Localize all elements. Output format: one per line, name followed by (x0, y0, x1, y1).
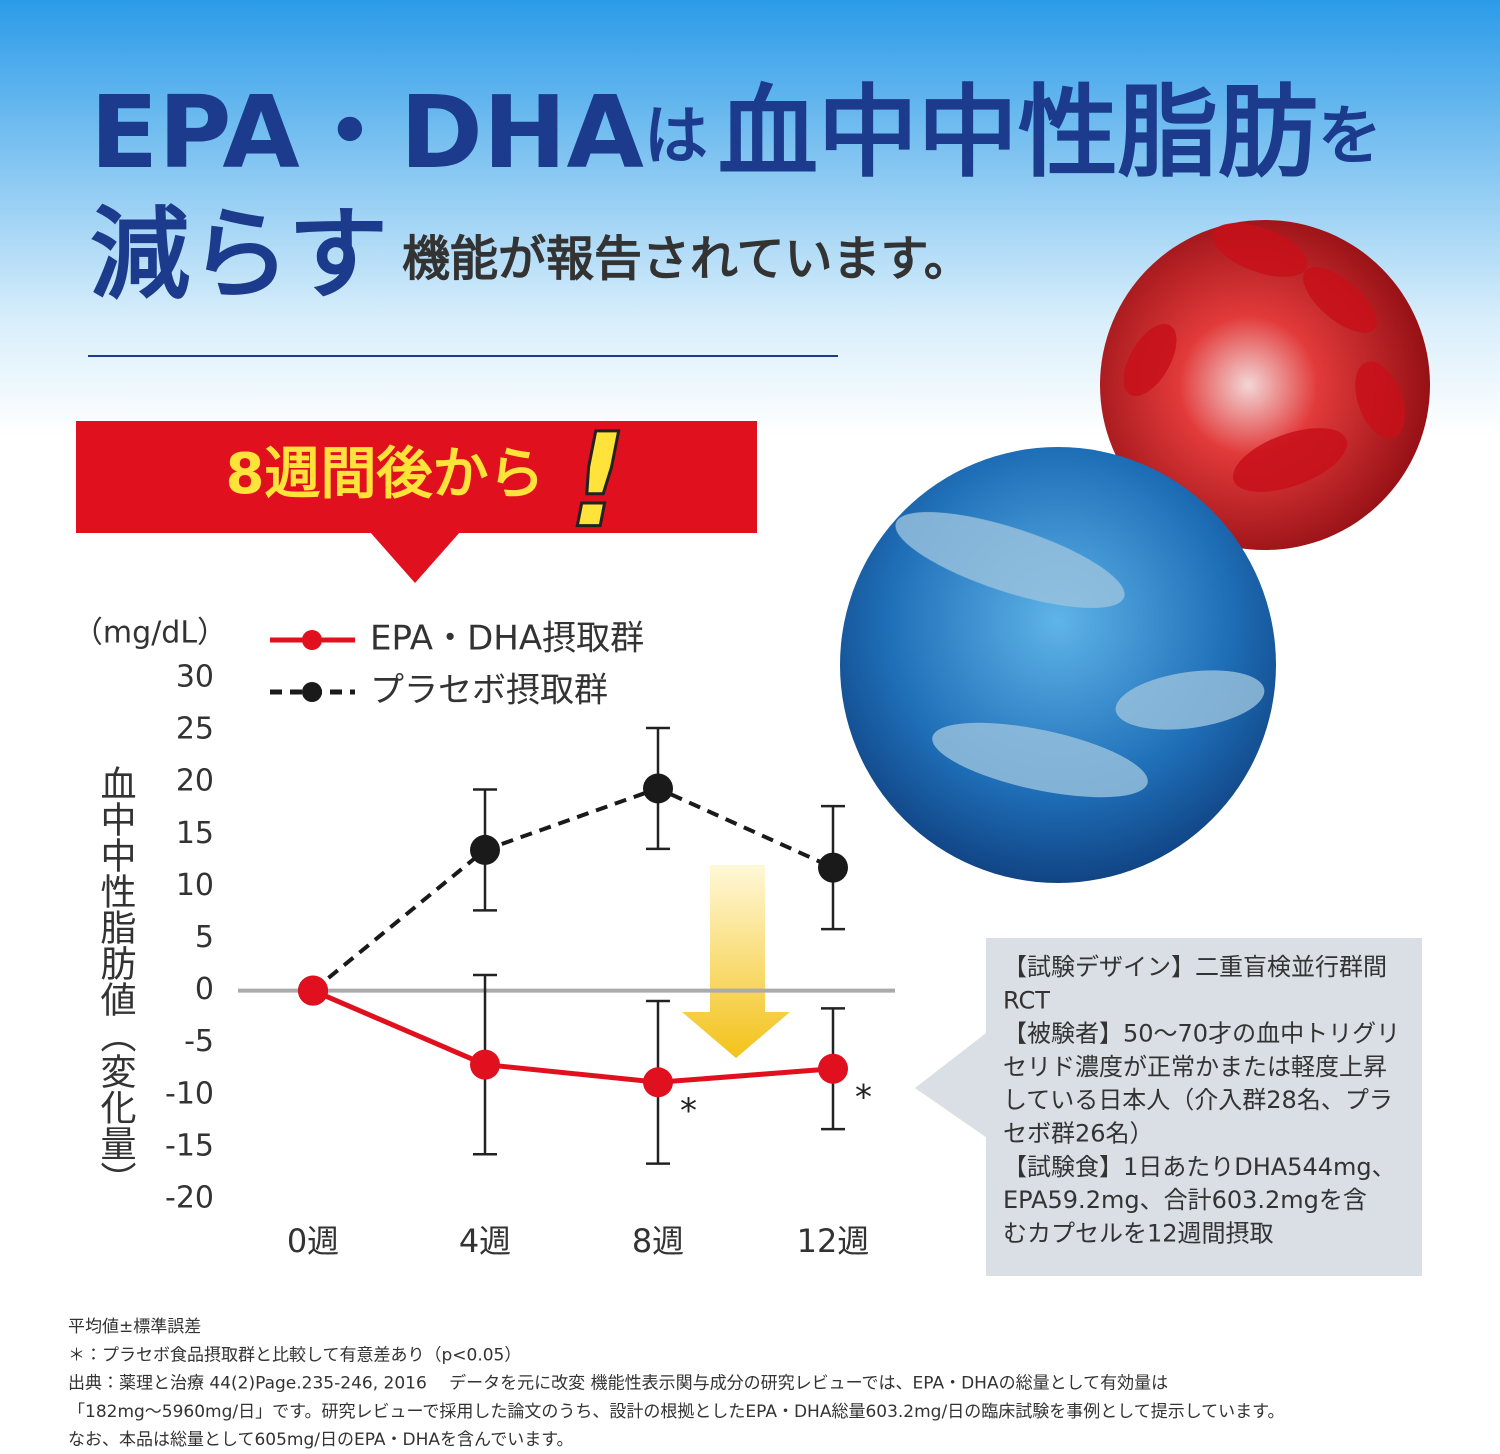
info-line: 【試験デザイン】二重盲検並行群間 (1003, 953, 1387, 981)
info-line: セボ群26名） (1003, 1120, 1154, 1148)
legend-label: プラセボ摂取群 (370, 671, 608, 711)
data-point (643, 773, 673, 804)
legend-marker (302, 630, 322, 650)
x-tick-label: 8週 (632, 1222, 684, 1260)
fish (895, 512, 1265, 798)
info-pointer (915, 1030, 990, 1140)
footnote: 「182mg〜5960mg/日」です。研究レビューで採用した論文のうち、設計の根… (68, 1402, 1284, 1422)
down-arrow (682, 865, 790, 1058)
title-line-1: EPA・DHAは 血中中性脂肪を (90, 74, 1382, 191)
title-part: 減らす (90, 196, 388, 313)
footnote: 出典：薬理と治療 44(2)Page.235-246, 2016 データを元に改… (68, 1373, 1168, 1394)
title-part: 血中中性脂肪 (718, 74, 1318, 191)
y-tick-label: 25 (176, 712, 214, 747)
banner (76, 421, 757, 533)
data-point (818, 852, 848, 883)
info-line: 【試験食】1日あたりDHA544mg、 (1003, 1153, 1396, 1181)
series-line (312, 988, 834, 1085)
blood-cells (1123, 223, 1405, 492)
data-point (470, 1049, 500, 1080)
fish-image (840, 447, 1276, 883)
banner-mark: ! (568, 405, 627, 557)
info-line: している日本人（介入群28名、プラ (1003, 1086, 1393, 1114)
y-tick-label: 20 (176, 764, 214, 799)
info-line: 【被験者】50〜70才の血中トリグリ (1003, 1020, 1400, 1048)
y-tick-label: 10 (176, 868, 214, 903)
info-line: むカプセルを12週間摂取 (1003, 1219, 1274, 1247)
data-point (643, 1067, 673, 1098)
y-tick-label: -20 (165, 1181, 214, 1216)
legend-label: EPA・DHA摂取群 (370, 619, 644, 659)
footnote: ＊：プラセボ食品摂取群と比較して有意差あり（p<0.05） (68, 1345, 521, 1365)
significance-mark: * (855, 1077, 872, 1117)
y-tick-label: -5 (184, 1024, 214, 1059)
info-line: セリド濃度が正常かまたは軽度上昇 (1003, 1053, 1387, 1081)
banner-text: 8週間後から (226, 442, 545, 507)
y-tick-label: -15 (165, 1128, 214, 1163)
footnote: 平均値±標準誤差 (68, 1317, 201, 1337)
data-point (470, 834, 500, 865)
info-box (986, 938, 1422, 1276)
title-line-2: 減らす 機能が報告されています。 (90, 196, 972, 313)
x-tick-label: 12週 (797, 1222, 870, 1260)
y-tick-label: 15 (176, 816, 214, 851)
y-tick-label: -10 (165, 1076, 214, 1111)
y-axis-label: 血中中性脂肪値（変化量） (95, 765, 137, 1197)
series-line (311, 786, 834, 993)
info-line: RCT (1003, 986, 1050, 1014)
title-part: を (1318, 100, 1382, 174)
title-part: は (644, 100, 708, 174)
banner-pointer (370, 532, 460, 583)
footnote: なお、本品は総量として605mg/日のEPA・DHAを含んでいます。 (68, 1430, 574, 1450)
title-part: EPA・DHA (90, 74, 644, 191)
info-line: EPA59.2mg、合計603.2mgを含 (1003, 1186, 1367, 1214)
x-tick-label: 4週 (459, 1222, 511, 1260)
significance-mark: * (680, 1091, 697, 1131)
y-tick-label: 0 (195, 972, 214, 1007)
data-point (818, 1053, 848, 1084)
title-part: 機能が報告されています。 (402, 231, 972, 287)
x-tick-label: 0週 (287, 1222, 339, 1260)
data-point (298, 975, 328, 1006)
y-tick-label: 5 (195, 920, 214, 955)
y-unit: （mg/dL） (73, 616, 227, 651)
legend-marker (302, 682, 322, 702)
y-tick-label: 30 (176, 660, 214, 695)
